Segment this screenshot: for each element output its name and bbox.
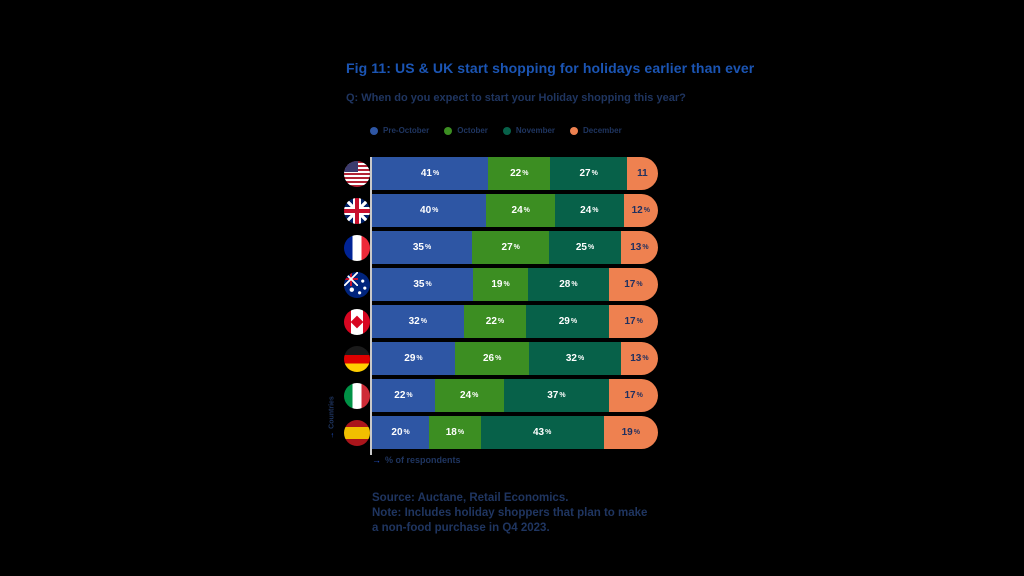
legend: Pre-October October November December (370, 126, 622, 135)
bar-segment: 12% (623, 194, 658, 227)
bar-segment: 19% (603, 416, 658, 449)
legend-label: November (515, 126, 556, 135)
bar-segment: 22% (372, 379, 435, 412)
flag-us-icon (344, 160, 370, 187)
table-row: 35% 27% 25% 13% (344, 231, 658, 264)
stacked-bar: 41% 22% 27% 11 (372, 157, 658, 190)
bar-segment: 32% (529, 342, 621, 375)
table-row: 40% 24% 24% 12% (344, 194, 658, 227)
table-row: 32% 22% 29% 17% (344, 305, 658, 338)
legend-item: Pre-October (370, 126, 429, 135)
bar-segment: 22% (488, 157, 551, 190)
note-line-1: Note: Includes holiday shoppers that pla… (372, 507, 648, 519)
stacked-bar: 40% 24% 24% 12% (372, 194, 658, 227)
stacked-bar-chart: 41% 22% 27% 11 40% 24% 24% 12% 35% 27% 25% 13% 35% 19… (344, 157, 658, 455)
bar-segment: 32% (372, 305, 464, 338)
y-axis-line (370, 157, 372, 455)
table-row: 22% 24% 37% 17% (344, 379, 658, 412)
bar-segment: 27% (550, 157, 627, 190)
bar-segment: 27% (472, 231, 550, 264)
source-note: Source: Auctane, Retail Economics. Note:… (372, 491, 647, 536)
bar-rows: 41% 22% 27% 11 40% 24% 24% 12% 35% 27% 25% 13% 35% 19… (344, 157, 658, 449)
bar-segment: 22% (463, 305, 527, 338)
bar-segment: 17% (609, 379, 658, 412)
bar-segment: 29% (526, 305, 610, 338)
source-line: Source: Auctane, Retail Economics. (372, 492, 569, 504)
bar-segment: 28% (527, 268, 609, 301)
bar-segment: 43% (480, 416, 604, 449)
legend-item: October (444, 126, 488, 135)
stacked-bar: 35% 19% 28% 17% (372, 268, 658, 301)
bar-segment: 24% (486, 194, 556, 227)
bar-segment: 37% (503, 379, 610, 412)
table-row: 41% 22% 27% 11 (344, 157, 658, 190)
legend-label: December (583, 126, 622, 135)
stacked-bar: 20% 18% 43% 19% (372, 416, 658, 449)
x-axis-label: → % of respondents (372, 455, 461, 465)
bar-segment: 13% (620, 342, 658, 375)
legend-label: Pre-October (383, 126, 430, 135)
bar-segment: 26% (454, 342, 530, 375)
table-row: 29% 26% 32% 13% (344, 342, 658, 375)
table-row: 35% 19% 28% 17% (344, 268, 658, 301)
bar-segment: 17% (608, 268, 658, 301)
note-line-2: a non-food purchase in Q4 2023. (372, 522, 550, 534)
bar-segment: 35% (372, 268, 474, 301)
bar-segment: 35% (372, 231, 473, 264)
bar-segment: 40% (372, 194, 487, 227)
bar-segment: 29% (372, 342, 455, 375)
flag-france-icon (344, 234, 370, 261)
up-arrow-icon: → (328, 431, 336, 439)
flag-spain-icon (344, 419, 370, 446)
x-axis-label-text: % of respondents (385, 455, 461, 465)
flag-uk-icon (344, 197, 370, 224)
bar-segment: 41% (372, 157, 489, 190)
bar-segment: 11 (626, 157, 658, 190)
bar-segment: 19% (473, 268, 528, 301)
figure-title: Fig 11: US & UK start shopping for holid… (346, 60, 755, 76)
bar-segment: 25% (549, 231, 621, 264)
right-arrow-icon: → (372, 455, 381, 465)
bar-segment: 18% (429, 416, 481, 449)
bar-segment: 17% (609, 305, 658, 338)
legend-dot-icon (444, 126, 453, 135)
legend-item: November (502, 126, 556, 135)
stacked-bar: 32% 22% 29% 17% (372, 305, 658, 338)
legend-label: October (457, 126, 488, 135)
table-row: 20% 18% 43% 19% (344, 416, 658, 449)
survey-question: Q: When do you expect to start your Holi… (346, 92, 686, 104)
stacked-bar: 35% 27% 25% 13% (372, 231, 658, 264)
legend-item: December (570, 126, 622, 135)
flag-australia-icon (344, 271, 370, 298)
legend-dot-icon (570, 126, 579, 135)
bar-segment: 24% (434, 379, 504, 412)
legend-dot-icon (370, 126, 378, 135)
flag-canada-icon (344, 308, 370, 335)
bar-segment: 20% (372, 416, 430, 449)
stacked-bar: 22% 24% 37% 17% (372, 379, 658, 412)
stacked-bar: 29% 26% 32% 13% (372, 342, 658, 375)
flag-italy-icon (344, 382, 370, 409)
y-axis-label-text: Countries (328, 396, 336, 429)
flag-germany-icon (344, 345, 370, 372)
bar-segment: 13% (620, 231, 658, 264)
legend-dot-icon (502, 126, 511, 135)
bar-segment: 24% (555, 194, 624, 227)
y-axis-label: → Countries (329, 380, 336, 456)
